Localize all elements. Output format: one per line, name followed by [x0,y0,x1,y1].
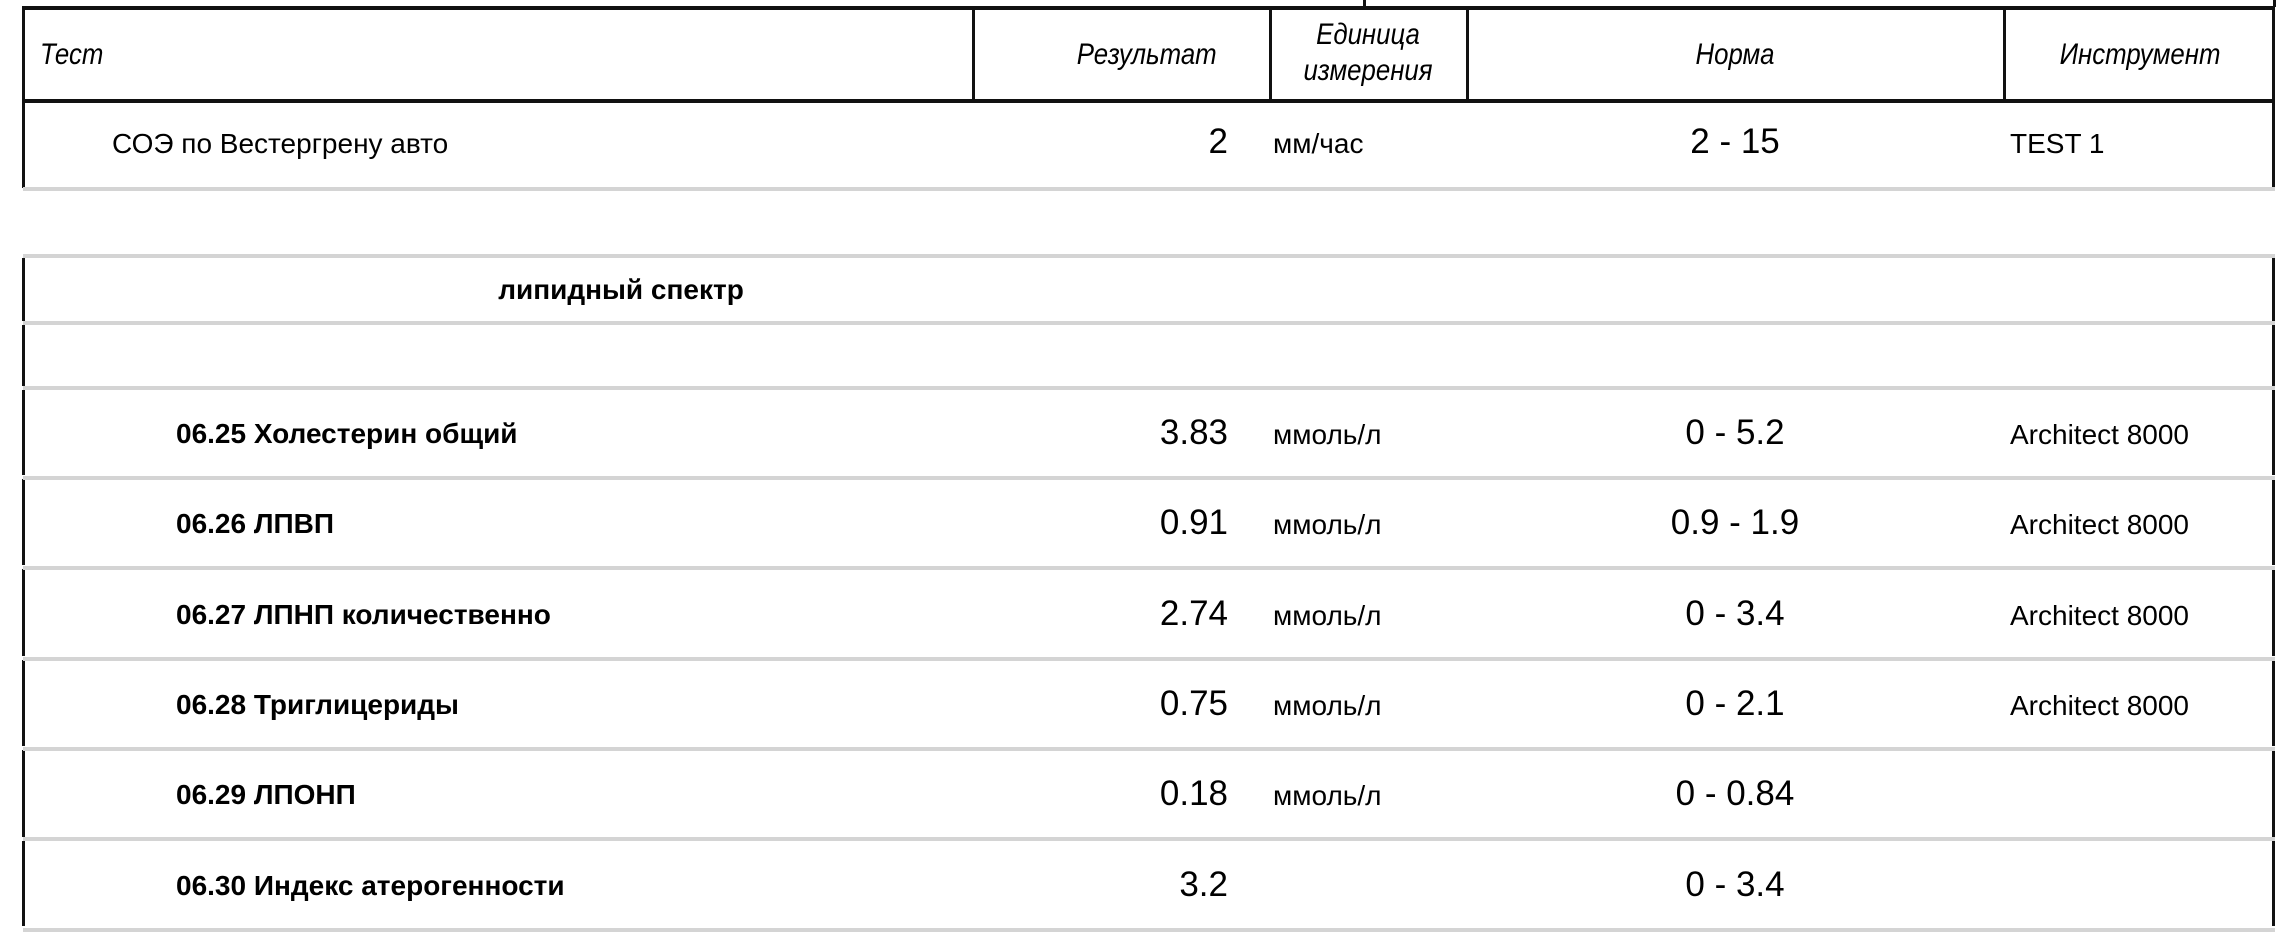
border-segment [22,325,25,386]
column-divider [972,6,975,102]
row-divider [23,656,2275,661]
test-norm: 0 - 5.2 [1685,413,1785,452]
border-segment [2272,660,2275,746]
column-header-test: Тест [40,38,104,71]
test-unit: ммоль/л [1273,599,1382,631]
border-segment [2272,479,2275,565]
test-unit: ммоль/л [1273,419,1382,450]
border-segment [2272,569,2275,656]
divider [1363,0,1366,7]
column-divider [1466,6,1469,102]
test-norm: 0 - 2.1 [1685,683,1785,723]
header-bottom-border [23,99,2275,103]
test-result: 3.83 [1159,413,1228,452]
top-border [23,6,2275,10]
border-segment [22,258,25,321]
test-unit: ммоль/л [1273,689,1382,721]
test-name: 06.25 Холестерин общий [176,418,518,449]
test-name: 06.27 ЛПНП количественно [176,598,551,630]
test-result: 0.75 [1159,683,1228,723]
row-divider [23,321,2275,325]
test-norm: 0 - 0.84 [1675,774,1795,814]
left-border [22,6,25,188]
test-unit: мм/час [1273,128,1364,159]
right-border [2272,6,2275,188]
row-divider [23,476,2275,480]
column-header-result: Результат [1077,38,1217,71]
test-name: 06.30 Индекс атерогенности [176,869,565,901]
border-segment [2272,841,2275,926]
border-segment [2272,258,2275,321]
row-divider [23,187,2275,191]
test-norm: 2 - 15 [1690,122,1780,161]
test-result: 3.2 [1179,864,1228,904]
column-header-norm: Норма [1695,38,1775,71]
test-name: 06.26 ЛПВП [176,508,334,540]
test-result: 2 [1208,122,1228,161]
column-header-unit-line1: Единица [1316,18,1420,51]
test-result: 2.74 [1159,593,1228,633]
border-segment [22,750,25,837]
test-instrument: TEST 1 [2010,128,2105,159]
border-segment [2272,750,2275,837]
test-instrument: Architect 8000 [2010,419,2189,450]
test-name: СОЭ по Вестергрену авто [112,128,449,159]
column-divider [1269,6,1272,102]
test-name: 06.28 Триглицериды [176,688,459,720]
border-segment [22,841,25,926]
test-norm: 0.9 - 1.9 [1670,503,1800,543]
test-result: 0.18 [1159,774,1228,814]
row-divider [23,746,2275,751]
group-title: липидный спектр [498,274,744,305]
row-divider [23,566,2275,571]
test-norm: 0 - 3.4 [1685,864,1785,904]
row-divider [23,837,2275,842]
column-divider [2003,6,2006,102]
test-instrument: Architect 8000 [2010,509,2189,541]
divider [2273,0,2276,7]
column-header-instrument: Инструмент [2059,38,2221,71]
test-norm: 0 - 3.4 [1685,593,1785,633]
border-segment [2272,390,2275,475]
test-name: 06.29 ЛПОНП [176,779,356,811]
group-top-border [23,254,2275,258]
column-header-unit-line2: измерения [1303,54,1433,87]
border-segment [22,660,25,746]
test-unit: ммоль/л [1273,509,1382,541]
border-segment [2272,325,2275,386]
row-divider [23,927,2275,932]
test-instrument: Architect 8000 [2010,689,2189,721]
border-segment [22,479,25,565]
border-segment [22,390,25,475]
row-divider [23,386,2275,390]
test-unit: ммоль/л [1273,780,1382,812]
test-instrument: Architect 8000 [2010,599,2189,631]
border-segment [22,569,25,656]
test-result: 0.91 [1159,503,1228,543]
